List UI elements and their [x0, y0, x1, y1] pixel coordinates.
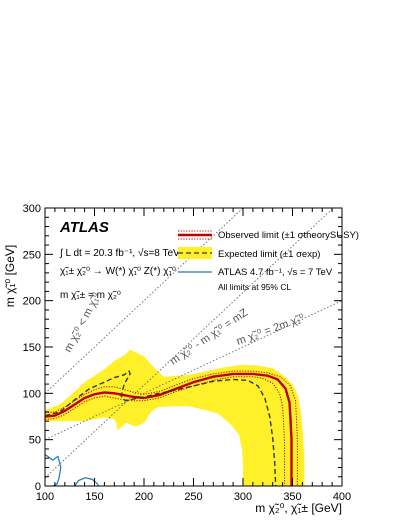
- expected-band: [45, 349, 305, 486]
- axis-ticks: 100 150 200 250 300 350 400 0 50 100 150 200 250 300: [23, 203, 352, 503]
- x-tick-label: 300: [234, 491, 252, 503]
- y-axis-title: m χ̃₁⁰ [GeV]: [3, 245, 17, 308]
- mass-assumption-label: m χ̃₁± = m χ̃₂⁰: [60, 290, 121, 301]
- x-tick-label: 250: [184, 491, 202, 503]
- guide-2m: [45, 300, 342, 441]
- atlas-label: ATLAS: [59, 219, 109, 236]
- series-line-1: [45, 370, 298, 486]
- guide-mz: [45, 208, 334, 479]
- series-line-2: [45, 376, 286, 486]
- x-tick-label: 100: [36, 491, 54, 503]
- y-tick-label: 0: [35, 481, 41, 493]
- x-tick-label: 350: [283, 491, 301, 503]
- x-tick-label: 200: [135, 491, 153, 503]
- series-line-4: [45, 454, 62, 486]
- y-tick-label: 200: [23, 296, 41, 308]
- series-line-5: [74, 477, 100, 486]
- y-tick-label: 50: [29, 435, 41, 447]
- x-axis-title: m χ̃₂⁰, χ̃₁± [GeV]: [255, 501, 342, 515]
- x-tick-label: 150: [85, 491, 103, 503]
- y-tick-label: 150: [23, 342, 41, 354]
- expected-band-layer: [45, 349, 305, 486]
- legend-observed-label: Observed limit (±1 σtheorySUSY): [218, 230, 359, 241]
- y-tick-label: 300: [23, 203, 41, 215]
- legend-expected-label: Expected limit (±1 σexp): [218, 249, 320, 260]
- process-label: χ̃₁± χ̃₂⁰ → W(*) χ̃₁⁰ Z(*) χ̃₁⁰: [60, 266, 176, 277]
- y-tick-label: 100: [23, 388, 41, 400]
- x-tick-label: 400: [333, 491, 351, 503]
- legend-cl-note: All limits at 95% CL: [218, 282, 291, 292]
- y-tick-label: 250: [23, 249, 41, 261]
- series-line-0: [45, 372, 293, 486]
- limit-lines-layer: [45, 370, 298, 486]
- lumi-label: ∫ L dt = 20.3 fb⁻¹, √s=8 TeV: [59, 247, 180, 259]
- legend: Observed limit (±1 σtheorySUSY) Expected…: [178, 230, 359, 292]
- legend-atlas7-label: ATLAS 4.7 fb⁻¹, √s = 7 TeV: [218, 267, 333, 278]
